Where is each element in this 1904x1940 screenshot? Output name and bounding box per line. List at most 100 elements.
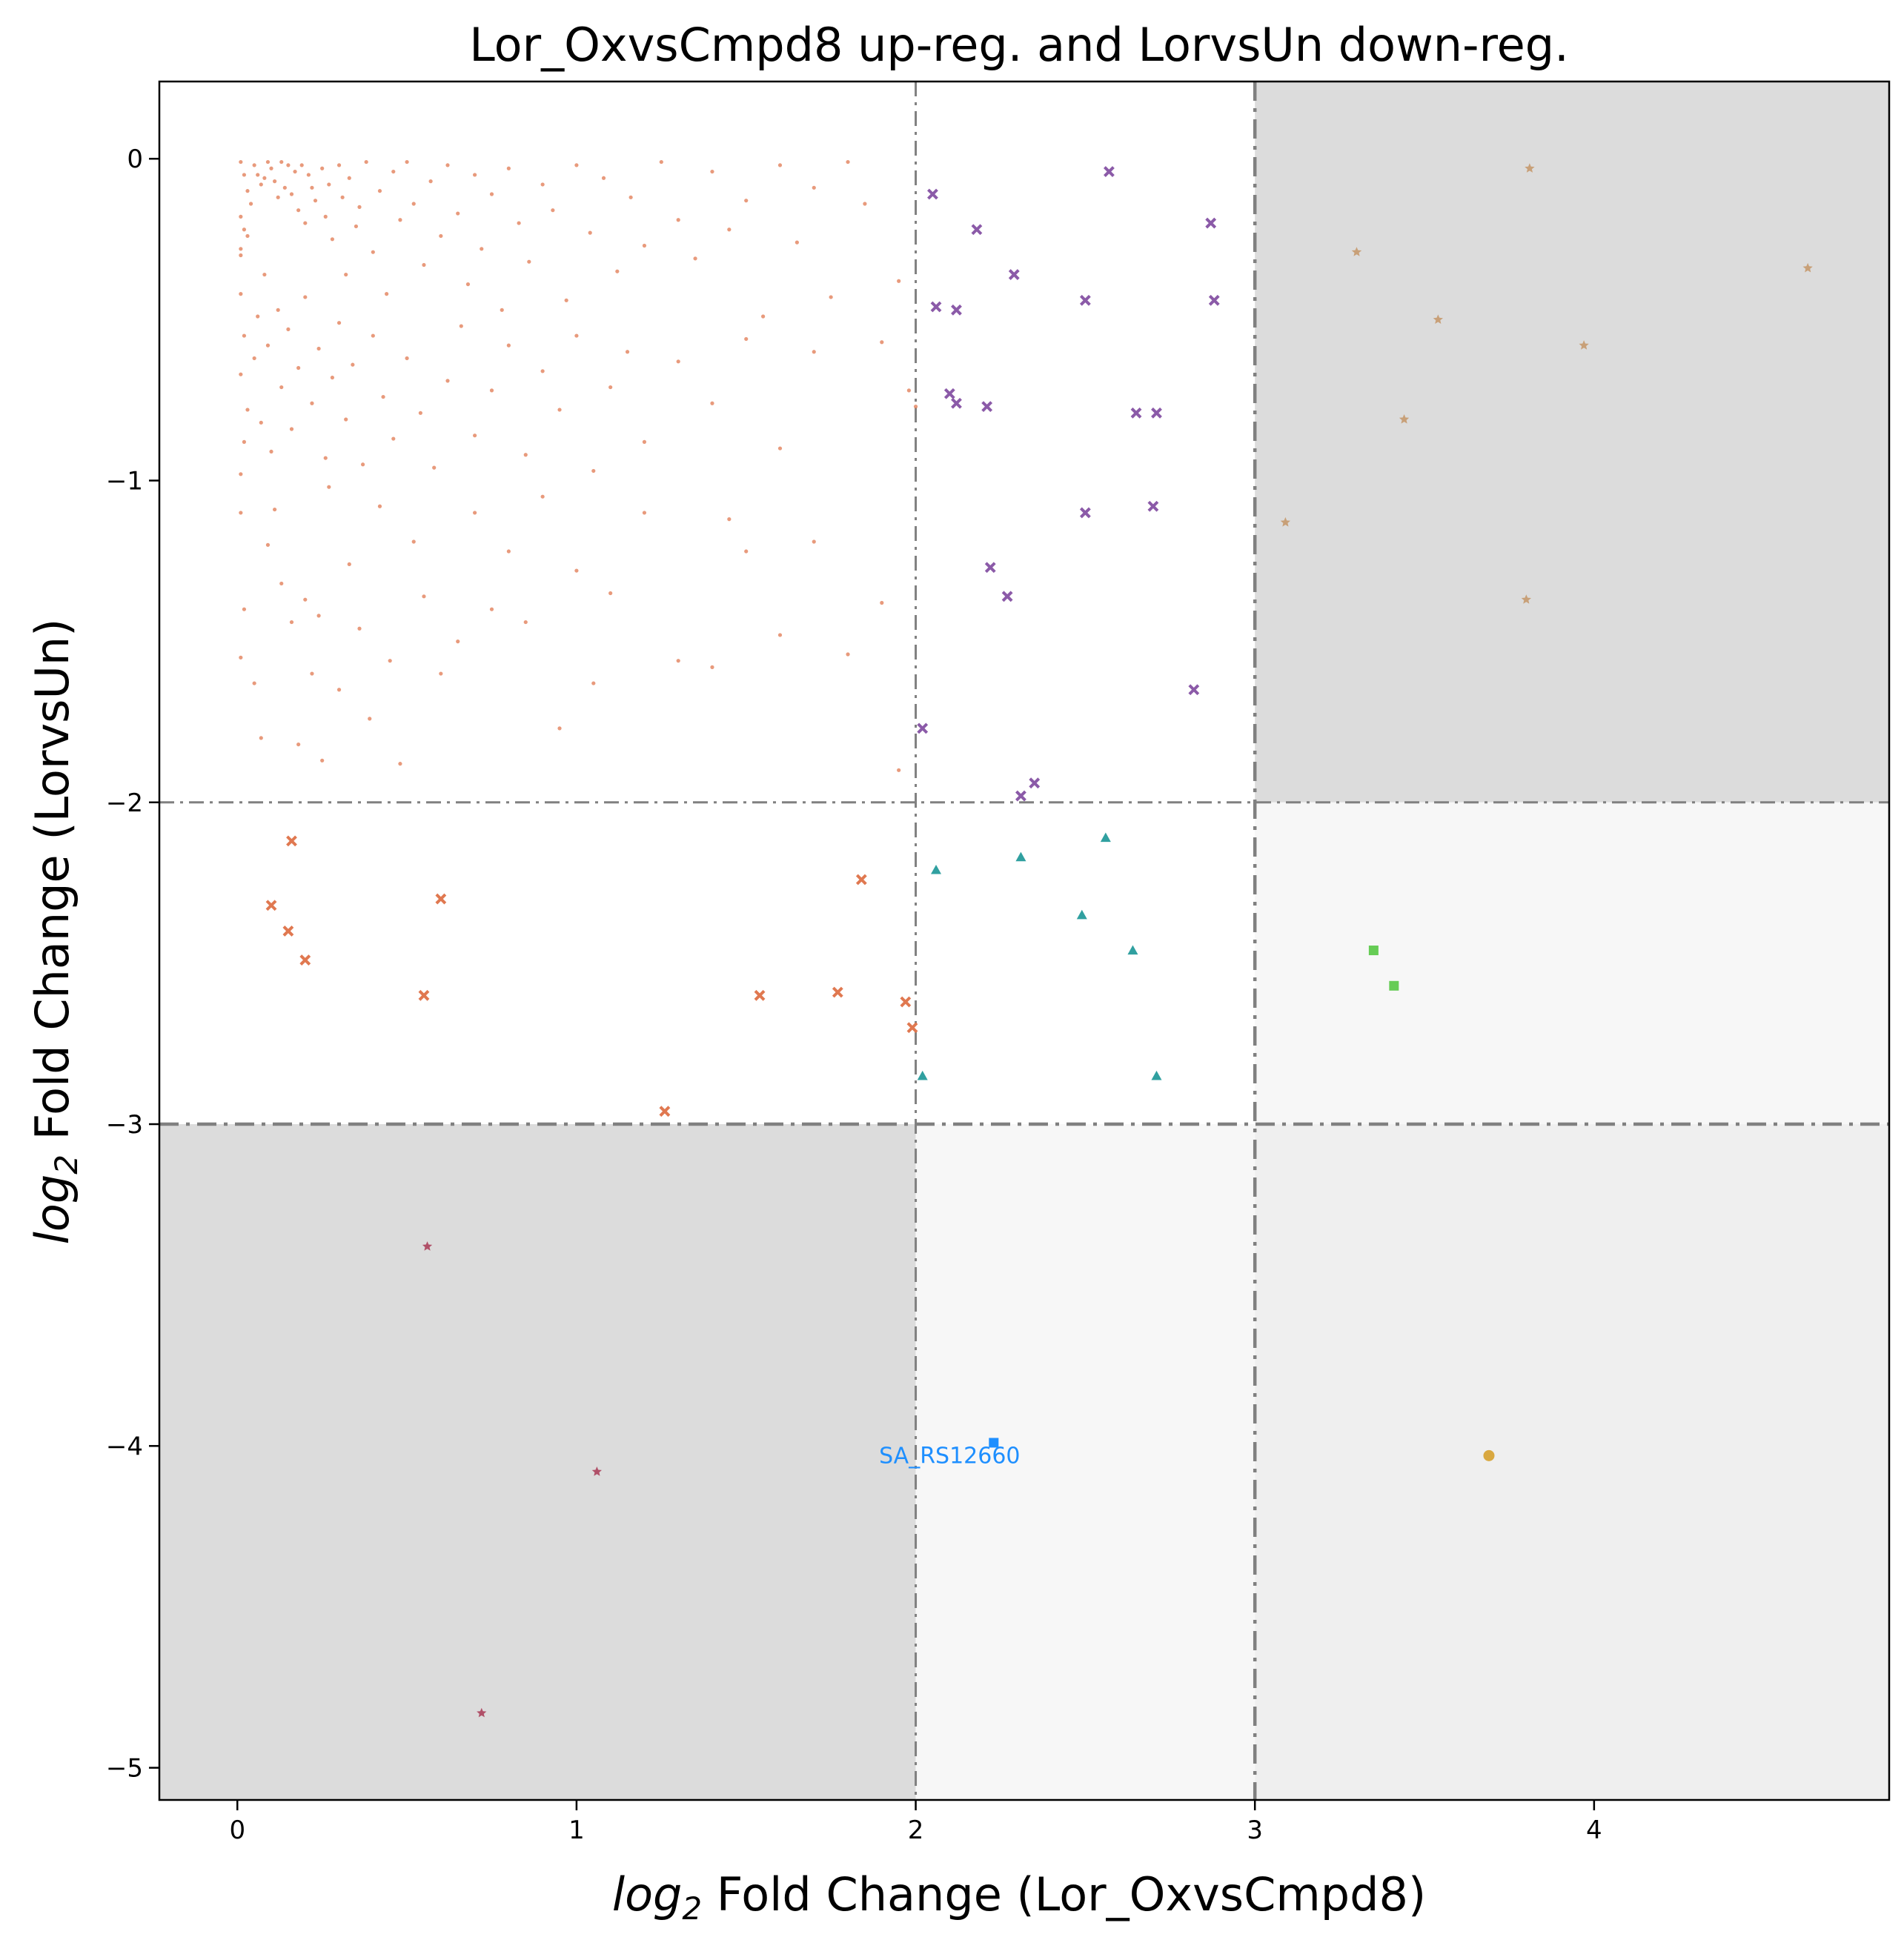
x-axis-label-text: Fold Change (Lor_OxvsCmpd8) (702, 1867, 1426, 1921)
data-point-dot-0-3 (239, 214, 243, 219)
data-point-dot-0-89 (242, 439, 247, 444)
data-point-x-1-10 (900, 996, 912, 1008)
data-point-x-2-2 (930, 301, 942, 313)
data-point-dot-0-41 (385, 292, 389, 296)
data-point-dot-0-178 (897, 768, 901, 772)
data-point-dot-0-34 (344, 272, 348, 277)
data-point-x-1-2 (282, 926, 294, 937)
data-point-x-1-11 (906, 1022, 918, 1034)
data-point-dot-0-21 (293, 169, 297, 174)
data-point-dot-0-42 (391, 169, 396, 174)
data-point-x-2-16 (1130, 407, 1142, 419)
data-point-dot-0-12 (262, 176, 267, 180)
data-point-dot-0-136 (242, 607, 247, 611)
data-point-dot-0-16 (276, 195, 280, 199)
x-axis-label-log: log (612, 1867, 683, 1921)
data-point-dot-0-56 (506, 166, 511, 170)
data-point-x-2-4 (951, 397, 962, 409)
data-point-star-4-1 (1351, 247, 1362, 256)
data-point-dot-0-67 (642, 243, 647, 248)
data-point-dot-0-173 (744, 549, 749, 554)
data-point-dot-0-23 (299, 163, 304, 167)
data-point-dot-0-88 (245, 408, 250, 412)
x-axis-ticks: 0 1 2 3 4 (229, 1800, 1602, 1845)
data-point-dot-0-137 (239, 655, 243, 660)
data-point-dot-0-35 (347, 176, 351, 180)
data-point-dot-0-118 (459, 324, 463, 328)
data-point-dot-0-54 (489, 192, 494, 196)
data-point-dot-0-66 (628, 195, 633, 199)
data-point-dot-0-62 (574, 163, 579, 167)
data-point-x-2-5 (951, 304, 962, 316)
data-point-dot-0-2 (245, 189, 250, 193)
data-point-dot-0-33 (340, 195, 345, 199)
data-point-dot-0-83 (906, 388, 911, 393)
data-point-star-4-5 (1525, 163, 1535, 173)
data-point-dot-0-38 (364, 159, 368, 165)
data-point-dot-0-58 (527, 259, 531, 264)
data-point-dot-0-113 (391, 436, 396, 441)
data-point-dot-0-28 (320, 166, 325, 170)
data-point-dot-0-53 (480, 247, 484, 251)
data-point-dot-0-155 (388, 659, 392, 663)
data-point-x-1-8 (832, 986, 843, 998)
data-point-dot-0-115 (418, 411, 422, 415)
data-point-dot-0-98 (279, 385, 284, 390)
data-point-x-2-7 (981, 401, 993, 413)
data-point-dot-0-92 (256, 314, 260, 319)
data-point-dot-0-157 (411, 539, 416, 544)
data-point-dot-0-86 (242, 333, 247, 338)
data-point-dot-0-100 (289, 427, 294, 431)
data-point-dot-0-91 (252, 356, 256, 361)
data-point-star-6-2 (477, 1707, 487, 1718)
data-point-x-2-11 (1015, 790, 1026, 802)
data-point-dot-0-104 (316, 346, 321, 351)
data-point-dot-0-30 (327, 182, 331, 187)
data-point-star-6-1 (591, 1466, 602, 1476)
threshold-regions (159, 82, 1889, 1800)
x-axis-label-subscript: 2 (682, 1890, 702, 1927)
data-point-dot-0-166 (557, 726, 562, 731)
data-point-x-1-6 (659, 1106, 671, 1117)
data-point-dot-0-74 (761, 314, 766, 319)
data-point-dot-0-107 (336, 321, 342, 325)
y-axis-ticks: 0 −1 −2 −3 −4 −5 (106, 144, 159, 1784)
data-point-dot-0-63 (588, 230, 592, 235)
data-point-x-2-18 (1151, 407, 1162, 419)
data-point-dot-0-5 (239, 247, 243, 251)
data-point-dot-0-112 (381, 394, 385, 399)
data-point-x-2-21 (1208, 294, 1220, 306)
data-point-dot-0-134 (812, 350, 816, 354)
data-point-dot-0-39 (371, 250, 375, 254)
data-point-dot-0-73 (744, 199, 749, 203)
data-point-dot-0-79 (846, 159, 850, 165)
data-point-dot-0-154 (377, 504, 382, 508)
data-point-dot-0-152 (357, 626, 362, 631)
data-point-x-2-6 (971, 224, 983, 236)
data-point-x-2-8 (984, 562, 996, 574)
data-point-x-2-17 (1147, 500, 1159, 512)
data-point-star-4-7 (1802, 262, 1813, 273)
data-point-dot-0-71 (710, 169, 714, 174)
data-point-dot-0-13 (265, 159, 271, 165)
data-point-triangle-3-2 (1015, 851, 1026, 862)
data-point-dot-0-168 (591, 681, 596, 685)
data-point-x-2-15 (1103, 166, 1115, 178)
data-point-dot-0-111 (371, 333, 375, 338)
data-point-dot-0-32 (336, 163, 342, 167)
x-tick-label-3: 3 (1247, 1816, 1263, 1845)
data-point-dot-0-108 (344, 417, 348, 422)
data-point-dot-0-45 (411, 202, 416, 206)
data-point-dot-0-153 (368, 717, 372, 721)
data-point-x-1-1 (286, 835, 297, 847)
data-point-dot-0-167 (574, 568, 579, 573)
data-point-dot-0-84 (913, 405, 918, 409)
data-point-dot-0-76 (795, 240, 799, 245)
data-point-dot-0-70 (693, 256, 697, 261)
threshold-lines (159, 82, 1889, 1800)
data-point-dot-0-165 (540, 494, 545, 499)
data-point-dot-0-123 (540, 369, 545, 373)
data-point-dot-0-14 (269, 166, 273, 170)
data-point-dot-0-161 (473, 511, 477, 515)
